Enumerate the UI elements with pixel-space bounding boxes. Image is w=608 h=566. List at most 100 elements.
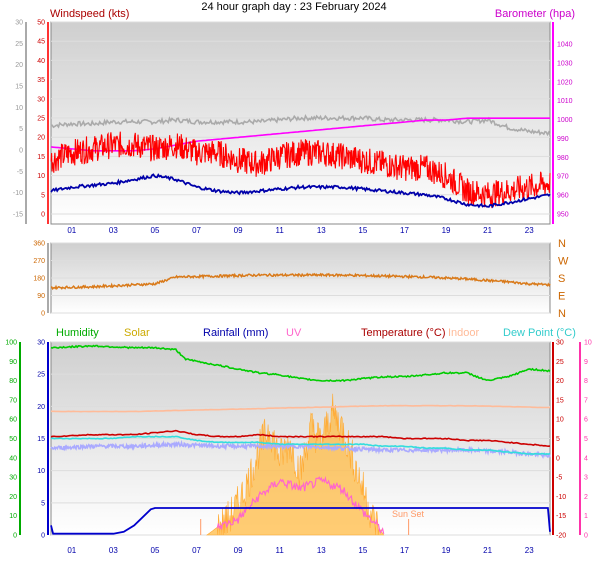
wind-gust-line — [50, 131, 551, 209]
humidity-tick-label: 40 — [9, 455, 17, 462]
x-tick-label: 19 — [442, 546, 451, 555]
uv-tick-label: 5 — [584, 436, 588, 443]
outer-left-tick-label: 10 — [15, 105, 23, 112]
uv-tick-label: 1 — [584, 513, 588, 520]
temperature-tick-label: 0 — [556, 455, 560, 462]
wind-right-label: Barometer (hpa) — [495, 8, 575, 20]
x-tick-label: 19 — [442, 226, 451, 235]
temperature-tick-label: 15 — [556, 397, 564, 404]
uv-tick-label: 4 — [584, 455, 588, 462]
humidity-tick-label: 0 — [13, 533, 17, 540]
uv-tick-label: 3 — [584, 475, 588, 482]
compass-tick-label: N — [558, 238, 566, 250]
x-tick-label: 21 — [483, 226, 492, 235]
uv-tick-label: 0 — [584, 533, 588, 540]
rainfall-tick-label: 30 — [37, 340, 45, 347]
humidity-tick-label: 100 — [5, 340, 17, 347]
x-tick-label: 07 — [192, 226, 201, 235]
temperature-tick-label: -10 — [556, 494, 566, 501]
uv-tick-label: 9 — [584, 359, 588, 366]
humidity-tick-label: 70 — [9, 397, 17, 404]
uv-tick-label: 10 — [584, 340, 592, 347]
direction-tick-label: 90 — [37, 293, 45, 300]
x-tick-label: 03 — [109, 226, 118, 235]
barometer-tick-label: 1020 — [557, 79, 573, 86]
page-title: 24 hour graph day : 23 February 2024 — [201, 1, 386, 13]
outer-left-tick-label: 0 — [19, 148, 23, 155]
rainfall-tick-label: 10 — [37, 468, 45, 475]
dewpoint-line — [50, 435, 551, 456]
barometer-tick-label: 960 — [557, 193, 569, 200]
wind-average-line — [50, 173, 551, 209]
temperature-tick-label: 30 — [556, 340, 564, 347]
temperature-line — [50, 429, 551, 448]
windspeed-tick-label: 40 — [37, 58, 45, 65]
x-tick-label: 15 — [358, 546, 367, 555]
data-series — [50, 113, 551, 536]
humidity-tick-label: 90 — [9, 359, 17, 366]
outer-left-tick-label: -15 — [13, 212, 23, 219]
humidity-tick-label: 60 — [9, 417, 17, 424]
wind-gray-line — [50, 113, 551, 137]
x-tick-label: 23 — [525, 226, 534, 235]
rainfall-tick-label: 0 — [41, 533, 45, 540]
wind-direction-line — [50, 272, 551, 291]
indoor-line — [51, 404, 551, 413]
windspeed-tick-label: 10 — [37, 173, 45, 180]
outer-left-tick-label: 30 — [15, 20, 23, 27]
barometer-tick-label: 950 — [557, 212, 569, 219]
x-tick-label: 11 — [276, 546, 285, 555]
windspeed-tick-label: 25 — [37, 116, 45, 123]
temperature-tick-label: -20 — [556, 533, 566, 540]
windspeed-tick-label: 50 — [37, 20, 45, 27]
x-tick-label: 01 — [67, 546, 76, 555]
humidity-tick-label: 30 — [9, 475, 17, 482]
uv-tick-label: 6 — [584, 417, 588, 424]
uv-tick-label: 2 — [584, 494, 588, 501]
barometer-tick-label: 1000 — [557, 117, 573, 124]
windspeed-tick-label: 30 — [37, 96, 45, 103]
legend-temperature: Temperature (°C) — [361, 327, 445, 339]
barometer-tick-label: 990 — [557, 136, 569, 143]
x-tick-label: 09 — [234, 546, 243, 555]
windspeed-tick-label: 35 — [37, 77, 45, 84]
barometer-tick-label: 1010 — [557, 98, 573, 105]
legend-rainfall: Rainfall (mm) — [203, 327, 268, 339]
x-tick-label: 03 — [109, 546, 118, 555]
outer-left-tick-label: 20 — [15, 62, 23, 69]
windspeed-tick-label: 45 — [37, 39, 45, 46]
x-tick-label: 23 — [525, 546, 534, 555]
humidity-tick-label: 50 — [9, 436, 17, 443]
direction-tick-label: 270 — [33, 258, 45, 265]
temperature-tick-label: 25 — [556, 359, 564, 366]
barometer-tick-label: 980 — [557, 155, 569, 162]
uv-tick-label: 7 — [584, 397, 588, 404]
humidity-tick-label: 80 — [9, 378, 17, 385]
humidity-tick-label: 20 — [9, 494, 17, 501]
barometer-tick-label: 1040 — [557, 42, 573, 49]
barometer-tick-label: 970 — [557, 174, 569, 181]
uv-line — [216, 475, 385, 535]
temperature-tick-label: 10 — [556, 417, 564, 424]
windspeed-tick-label: 20 — [37, 135, 45, 142]
legend-dewpoint: Dew Point (°C) — [503, 327, 576, 339]
x-tick-label: 13 — [317, 226, 326, 235]
compass-tick-label: E — [558, 291, 565, 303]
direction-tick-label: 0 — [41, 311, 45, 318]
direction-tick-label: 180 — [33, 276, 45, 283]
legend-humidity: Humidity — [56, 327, 99, 339]
axis-lines — [19, 22, 581, 535]
compass-tick-label: N — [558, 308, 566, 320]
temperature-tick-label: -15 — [556, 513, 566, 520]
solar-area — [205, 393, 385, 536]
direction-tick-label: 360 — [33, 241, 45, 248]
rainfall-tick-label: 25 — [37, 372, 45, 379]
temperature-tick-label: 20 — [556, 378, 564, 385]
barometer-tick-label: 1030 — [557, 60, 573, 67]
x-tick-label: 09 — [234, 226, 243, 235]
rainfall-tick-label: 5 — [41, 500, 45, 507]
windspeed-tick-label: 5 — [41, 192, 45, 199]
x-tick-label: 05 — [151, 226, 160, 235]
